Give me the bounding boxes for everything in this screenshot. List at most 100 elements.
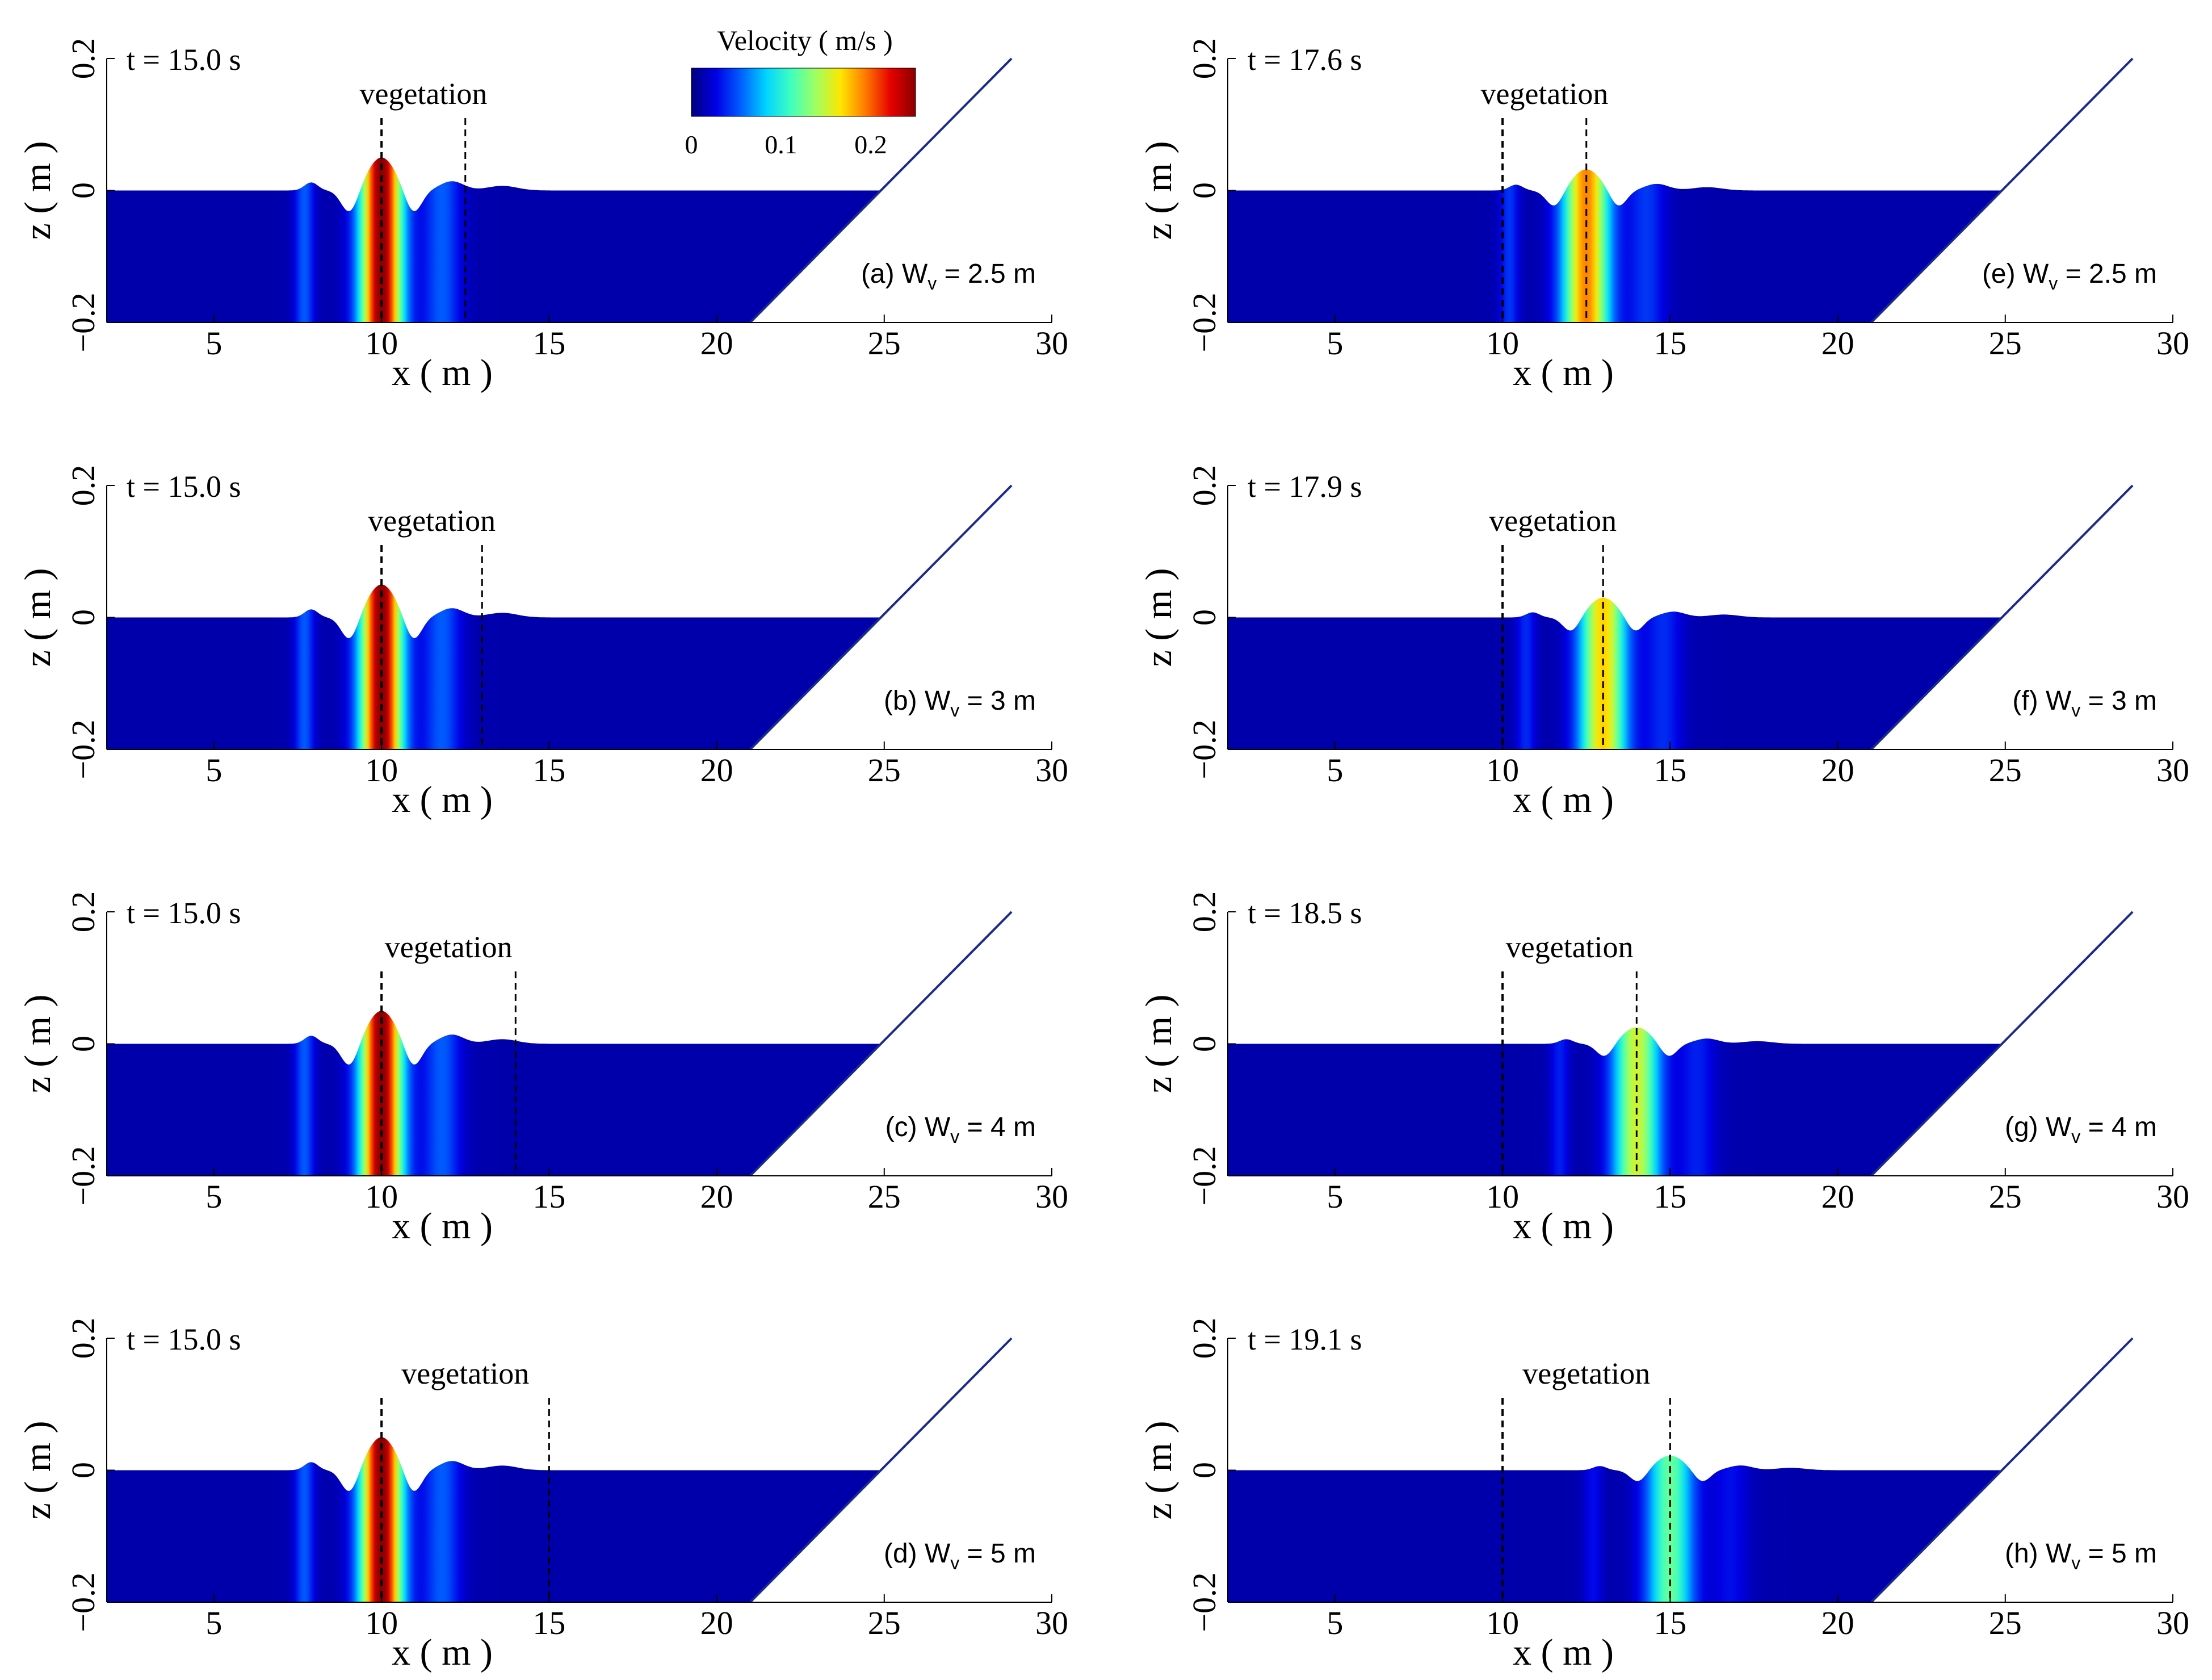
x-tick-label: 20 bbox=[700, 752, 733, 789]
water-field bbox=[1228, 169, 2002, 322]
time-label: t = 17.9 s bbox=[1248, 470, 1362, 504]
y-axis-label: z ( m ) bbox=[1138, 568, 1180, 667]
vegetation-label: vegetation bbox=[1489, 504, 1617, 538]
colorbar-tick-label-1: 0.1 bbox=[765, 130, 798, 159]
x-tick-label: 30 bbox=[2156, 1178, 2189, 1215]
x-tick-label: 10 bbox=[365, 752, 398, 789]
y-tick-label: −0.2 bbox=[1186, 1572, 1223, 1632]
y-tick-label: 0.2 bbox=[65, 465, 102, 506]
colorbar: Velocity ( m/s ) 0 0.1 0.2 bbox=[685, 24, 916, 159]
x-tick-label: 20 bbox=[700, 1178, 733, 1215]
x-tick-label: 10 bbox=[1486, 1178, 1519, 1215]
y-tick-label: −0.2 bbox=[65, 1146, 102, 1205]
x-tick-label: 15 bbox=[532, 1604, 565, 1641]
water-field bbox=[107, 1011, 881, 1176]
panel-label: (b) Wv = 3 m bbox=[884, 686, 1036, 720]
vegetation-label: vegetation bbox=[385, 930, 513, 964]
x-tick-label: 10 bbox=[1486, 752, 1519, 789]
x-tick-label: 5 bbox=[1327, 1178, 1343, 1215]
water-field bbox=[1228, 597, 2002, 749]
x-tick-label: 20 bbox=[1821, 1604, 1854, 1641]
panel-a: 5 10 15 20 25 30 −0.2 0 0.2 x ( m ) z ( m ) t = 15.… bbox=[17, 38, 1068, 393]
x-tick-label: 15 bbox=[532, 325, 565, 362]
panel-h: 5 10 15 20 25 30 −0.2 0 0.2 x ( m ) z ( m ) t = 19.… bbox=[1138, 1318, 2189, 1673]
water-field bbox=[1228, 1455, 2002, 1602]
panels: 5 10 15 20 25 30 −0.2 0 0.2 x ( m ) z ( m ) t = 15.… bbox=[17, 38, 2189, 1673]
time-label: t = 19.1 s bbox=[1248, 1322, 1362, 1356]
panel-label: (h) Wv = 5 m bbox=[2005, 1539, 2157, 1573]
x-tick-label: 20 bbox=[1821, 752, 1854, 789]
beach-slope bbox=[1870, 911, 2134, 1177]
x-tick-label: 25 bbox=[868, 1604, 901, 1641]
x-tick-label: 15 bbox=[532, 1178, 565, 1215]
x-tick-label: 25 bbox=[868, 1178, 901, 1215]
y-tick-label: 0 bbox=[65, 1462, 102, 1478]
y-tick-label: 0.2 bbox=[1186, 1318, 1223, 1359]
time-label: t = 15.0 s bbox=[127, 43, 241, 77]
water-field bbox=[107, 584, 881, 749]
time-label: t = 15.0 s bbox=[127, 1322, 241, 1356]
y-tick-label: −0.2 bbox=[1186, 719, 1223, 779]
y-tick-label: 0.2 bbox=[1186, 891, 1223, 933]
x-tick-label: 15 bbox=[532, 752, 565, 789]
y-tick-label: 0.2 bbox=[1186, 465, 1223, 506]
y-axis-label: z ( m ) bbox=[1138, 1421, 1180, 1519]
time-label: t = 15.0 s bbox=[127, 896, 241, 930]
x-tick-label: 30 bbox=[2156, 1604, 2189, 1641]
x-tick-label: 20 bbox=[1821, 1178, 1854, 1215]
x-axis-label: x ( m ) bbox=[1513, 779, 1614, 820]
panel-b: 5 10 15 20 25 30 −0.2 0 0.2 x ( m ) z ( m ) t = 15.… bbox=[17, 465, 1068, 820]
x-tick-label: 15 bbox=[1653, 1178, 1686, 1215]
beach-slope bbox=[749, 911, 1013, 1177]
colorbar-gradient bbox=[691, 68, 916, 117]
time-label: t = 18.5 s bbox=[1248, 896, 1362, 930]
x-tick-label: 30 bbox=[1035, 325, 1068, 362]
panel-f: 5 10 15 20 25 30 −0.2 0 0.2 x ( m ) z ( m ) t = 17.… bbox=[1138, 465, 2189, 820]
x-tick-label: 30 bbox=[2156, 325, 2189, 362]
water-field bbox=[107, 1437, 881, 1602]
x-tick-label: 5 bbox=[205, 325, 222, 362]
x-tick-label: 20 bbox=[700, 325, 733, 362]
panel-label: (d) Wv = 5 m bbox=[884, 1539, 1036, 1573]
x-axis-label: x ( m ) bbox=[392, 1205, 493, 1247]
x-tick-label: 25 bbox=[868, 752, 901, 789]
x-tick-label: 15 bbox=[1653, 1604, 1686, 1641]
x-tick-label: 5 bbox=[205, 752, 222, 789]
panel-c: 5 10 15 20 25 30 −0.2 0 0.2 x ( m ) z ( m ) t = 15.… bbox=[17, 891, 1068, 1247]
panel-label: (e) Wv = 2.5 m bbox=[1982, 259, 2157, 294]
colorbar-tick-label-2: 0.2 bbox=[854, 130, 887, 159]
water-field bbox=[107, 157, 881, 322]
x-tick-label: 10 bbox=[1486, 1604, 1519, 1641]
y-tick-label: −0.2 bbox=[65, 719, 102, 779]
x-tick-label: 10 bbox=[365, 1604, 398, 1641]
x-tick-label: 5 bbox=[1327, 752, 1343, 789]
y-tick-label: 0 bbox=[65, 182, 102, 199]
x-tick-label: 5 bbox=[205, 1178, 222, 1215]
time-label: t = 17.6 s bbox=[1248, 43, 1362, 77]
vegetation-label: vegetation bbox=[1506, 930, 1634, 964]
vegetation-label: vegetation bbox=[368, 504, 496, 538]
y-tick-label: 0.2 bbox=[65, 891, 102, 933]
y-tick-label: −0.2 bbox=[65, 1572, 102, 1632]
y-tick-label: −0.2 bbox=[1186, 1146, 1223, 1205]
y-tick-label: −0.2 bbox=[1186, 292, 1223, 352]
x-tick-label: 30 bbox=[1035, 752, 1068, 789]
x-tick-label: 10 bbox=[365, 1178, 398, 1215]
beach-slope bbox=[1870, 484, 2134, 751]
x-tick-label: 20 bbox=[1821, 325, 1854, 362]
panel-label: (f) Wv = 3 m bbox=[2012, 686, 2157, 720]
water-field bbox=[1228, 1027, 2002, 1176]
x-tick-label: 25 bbox=[1989, 325, 2022, 362]
vegetation-label: vegetation bbox=[359, 77, 487, 111]
panel-e: 5 10 15 20 25 30 −0.2 0 0.2 x ( m ) z ( m ) t = 17.… bbox=[1138, 38, 2189, 393]
beach-slope bbox=[749, 1337, 1013, 1603]
x-tick-label: 20 bbox=[700, 1604, 733, 1641]
y-axis-label: z ( m ) bbox=[17, 1421, 58, 1519]
y-tick-label: 0.2 bbox=[65, 38, 102, 79]
y-tick-label: 0.2 bbox=[1186, 38, 1223, 79]
y-axis-label: z ( m ) bbox=[17, 568, 58, 667]
y-tick-label: 0 bbox=[65, 609, 102, 626]
colorbar-title: Velocity ( m/s ) bbox=[717, 24, 893, 56]
vegetation-label: vegetation bbox=[1480, 77, 1608, 111]
y-tick-label: 0 bbox=[1186, 609, 1223, 626]
